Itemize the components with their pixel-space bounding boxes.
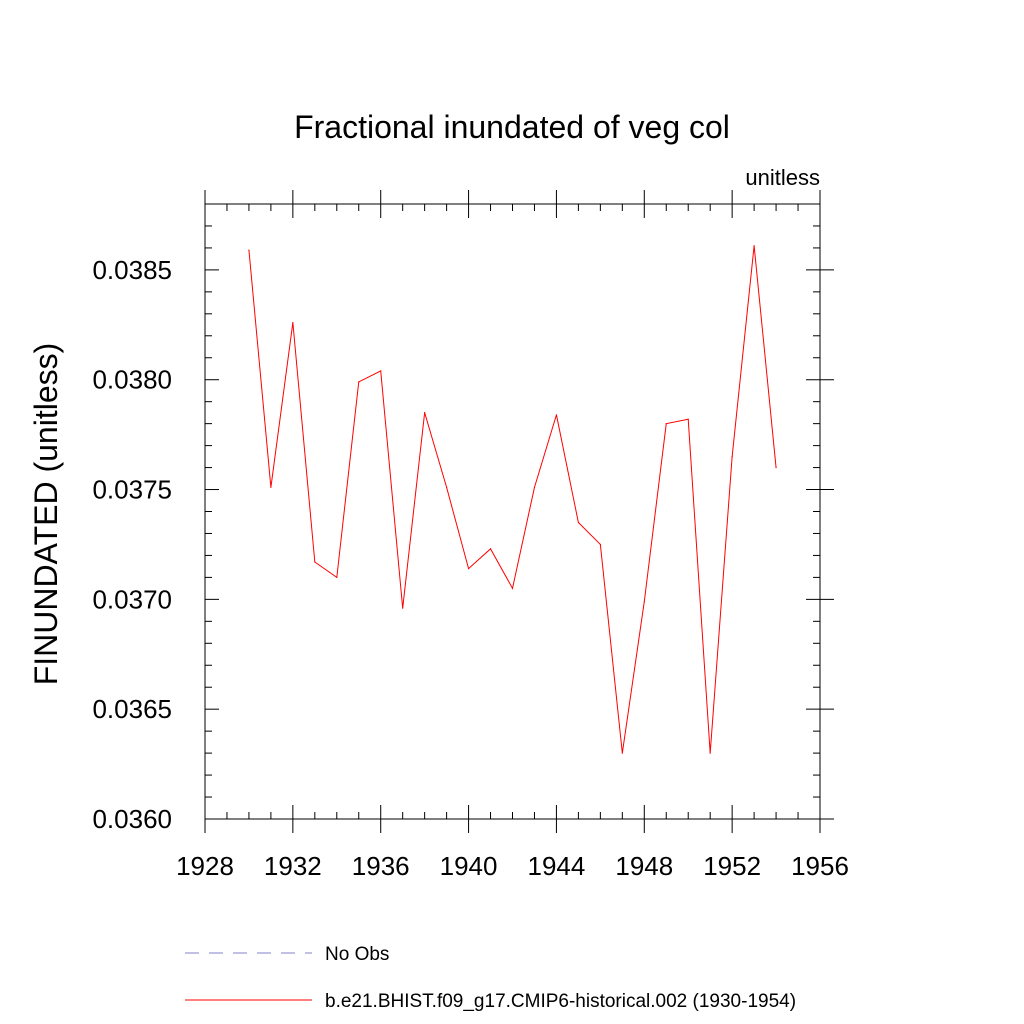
y-tick-label: 0.0365 <box>92 694 172 724</box>
data-point <box>732 456 733 457</box>
data-point <box>490 548 491 549</box>
y-tick-label: 0.0385 <box>92 255 172 285</box>
x-tick-label: 1948 <box>615 851 673 881</box>
y-axis-label: FINUNDATED (unitless) <box>28 343 64 686</box>
data-point <box>248 250 249 251</box>
x-tick-label: 1956 <box>791 851 849 881</box>
series-line <box>249 246 776 753</box>
data-point <box>512 588 513 589</box>
data-point <box>666 423 667 424</box>
data-point <box>468 568 469 569</box>
data-point <box>754 245 755 246</box>
legend-label: b.e21.BHIST.f09_g17.CMIP6-historical.002… <box>325 991 796 1012</box>
y-tick-label: 0.0360 <box>92 804 172 834</box>
data-point <box>710 753 711 754</box>
data-point <box>424 412 425 413</box>
data-point <box>446 487 447 488</box>
data-point <box>644 601 645 602</box>
data-point <box>600 544 601 545</box>
x-tick-label: 1952 <box>703 851 761 881</box>
axis-tick-labels: 1928 1932 1936 1940 1944 1948 1952 1956 0.0360 0.… <box>92 255 848 881</box>
data-point <box>688 419 689 420</box>
y-tick-label: 0.0380 <box>92 365 172 395</box>
data-point <box>358 381 359 382</box>
data-point <box>402 608 403 609</box>
data-point <box>270 487 271 488</box>
x-tick-label: 1928 <box>176 851 234 881</box>
legend: No Obs b.e21.BHIST.f09_g17.CMIP6-historic… <box>185 944 796 1012</box>
data-point <box>534 487 535 488</box>
data-point <box>556 414 557 415</box>
x-tick-label: 1940 <box>440 851 498 881</box>
data-point <box>380 370 381 371</box>
data-point <box>578 522 579 523</box>
series-layer <box>248 245 776 754</box>
y-tick-label: 0.0375 <box>92 475 172 505</box>
legend-label: No Obs <box>325 944 389 965</box>
data-point <box>336 577 337 578</box>
data-point <box>622 753 623 754</box>
units-label: unitless <box>745 165 820 190</box>
x-tick-label: 1936 <box>352 851 410 881</box>
x-tick-label: 1944 <box>528 851 586 881</box>
y-tick-label: 0.0370 <box>92 584 172 614</box>
axis-ticks <box>205 190 834 833</box>
chart-title: Fractional inundated of veg col <box>294 109 730 145</box>
x-tick-label: 1932 <box>264 851 322 881</box>
data-point <box>292 322 293 323</box>
data-point <box>775 467 776 468</box>
data-point <box>314 561 315 562</box>
